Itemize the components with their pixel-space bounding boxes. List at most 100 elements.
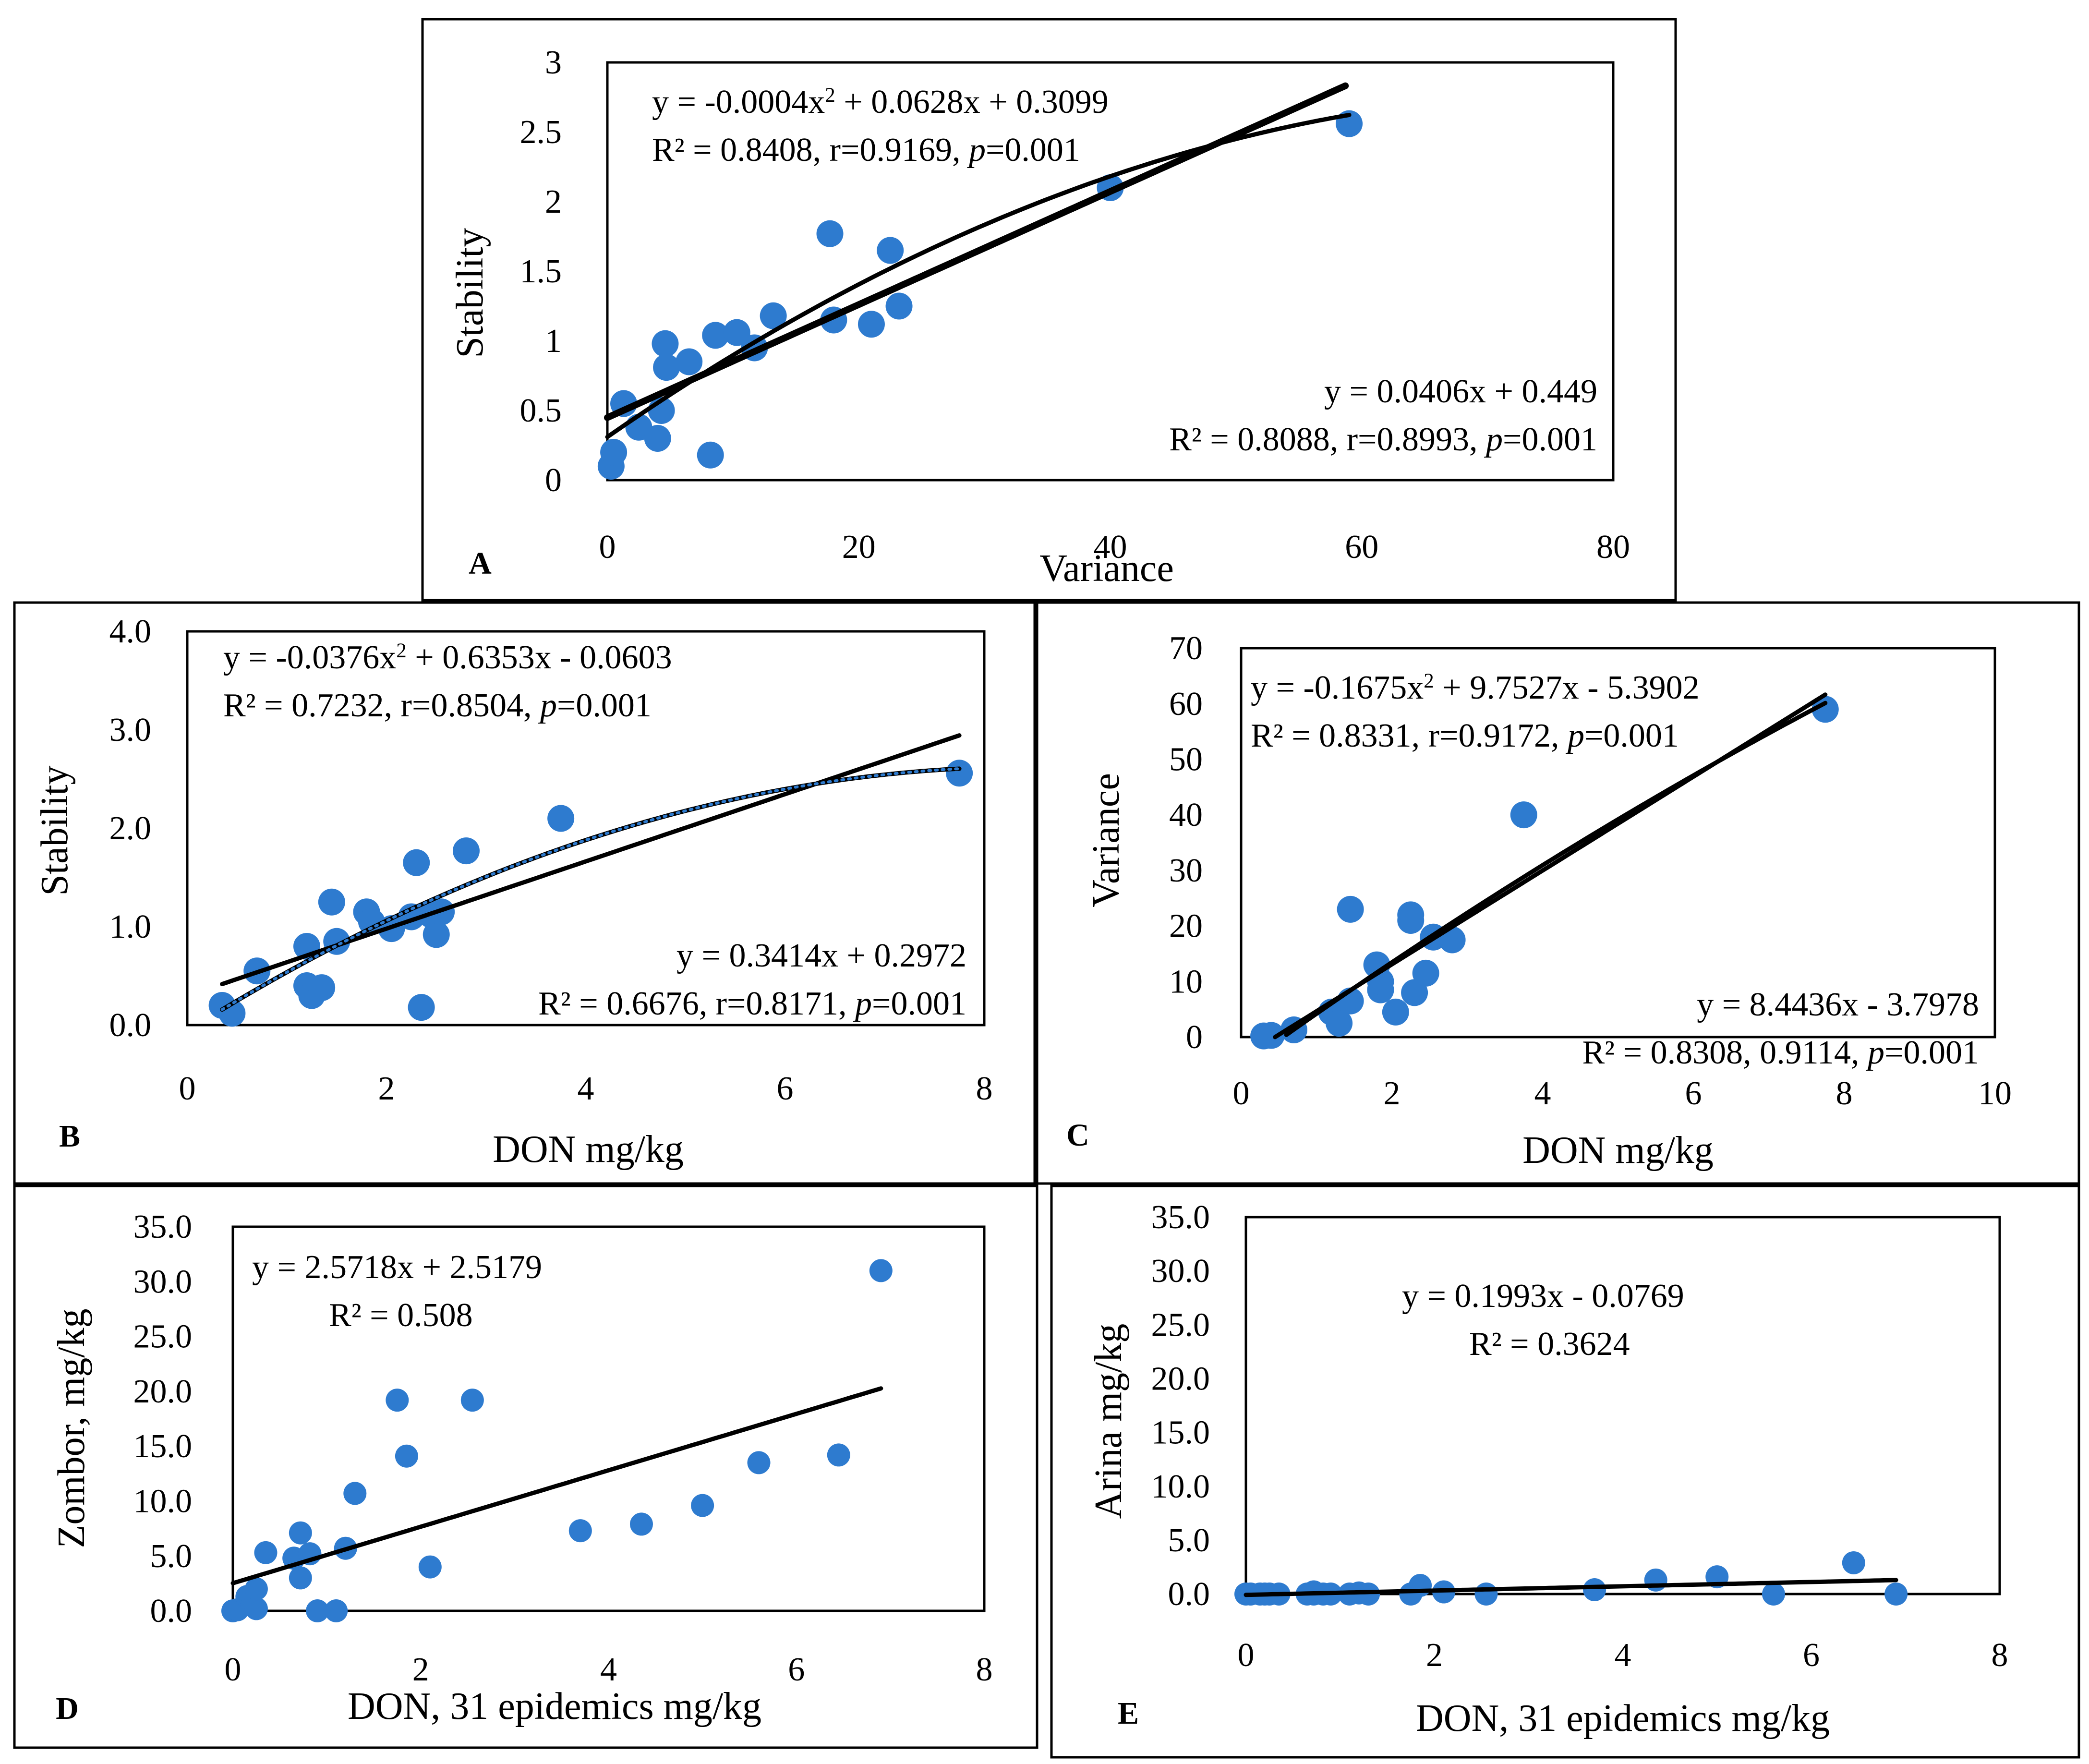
equation-segment: =0.001 — [986, 132, 1080, 169]
y-tick-label: 4.0 — [109, 613, 152, 650]
data-point — [1397, 907, 1425, 934]
y-tick-label: 35.0 — [133, 1208, 193, 1245]
data-point — [386, 1389, 409, 1412]
data-point — [676, 348, 703, 375]
y-tick-label: 10.0 — [1151, 1468, 1210, 1505]
equation-segment: + 0.0628x + 0.3099 — [835, 84, 1109, 121]
y-tick-label: 60 — [1169, 686, 1203, 723]
y-tick-label: 20.0 — [133, 1373, 193, 1410]
equation-segment: R² = 0.8331, r=0.9172, — [1251, 717, 1568, 754]
x-axis-label: DON, 31 epidemics mg/kg — [1416, 1697, 1830, 1740]
y-axis-label: Variance — [1085, 773, 1127, 907]
equation-segment: p — [966, 132, 986, 169]
equation-segment: =0.001 — [1503, 421, 1597, 458]
panel-b: 0.0 1.0 2.0 3.0 4.0 0 2 4 6 8 DON mg/kg Stability By… — [13, 601, 1036, 1185]
data-point — [403, 849, 430, 876]
panel-e: 0.0 5.0 10.0 15.0 20.0 25.0 30.0 35.0 0 2 4 6 8 DON, … — [1050, 1184, 2080, 1759]
equation-segment: R² = 0.8308, 0.9114, — [1582, 1034, 1868, 1071]
data-point — [644, 425, 671, 452]
equation-segment: y = -0.0376x — [223, 639, 396, 676]
poly-trendline-dotted — [220, 767, 961, 1011]
equation-segment: R² = 0.3624 — [1469, 1326, 1630, 1363]
y-tick-label: 30.0 — [133, 1263, 193, 1300]
data-point — [1811, 696, 1839, 723]
x-tick-label: 6 — [1685, 1075, 1702, 1112]
poly-equation: y = -0.1675x2 + 9.7527x - 5.3902 — [1251, 669, 1700, 706]
x-tick-label: 2 — [1384, 1075, 1401, 1112]
x-tick-label: 80 — [1596, 529, 1630, 566]
x-tick-label: 8 — [976, 1651, 993, 1688]
equation-segment: y = 0.0406x + 0.449 — [1324, 373, 1597, 410]
plot-area-border — [186, 630, 986, 1027]
x-tick-label: 8 — [1992, 1637, 2008, 1674]
data-point — [697, 441, 724, 469]
data-point — [1884, 1583, 1908, 1606]
data-point — [1510, 801, 1537, 829]
trend-lines — [1273, 692, 1828, 1039]
panel-frame — [1036, 601, 2080, 1185]
y-tick-label: 40 — [1169, 797, 1203, 834]
x-tick-label: 6 — [1803, 1637, 1820, 1674]
data-point — [1257, 1022, 1285, 1049]
data-point — [869, 1259, 893, 1282]
poly-trendline — [1284, 701, 1828, 1037]
data-point — [885, 292, 913, 320]
poly-equation: R² = 0.7232, r=0.8504, p=0.001 — [223, 687, 652, 724]
data-point — [1762, 1583, 1785, 1606]
data-point — [1644, 1568, 1667, 1592]
x-tick-label: 0 — [1233, 1075, 1250, 1112]
x-tick-label: 0 — [599, 529, 616, 566]
x-tick-label: 0 — [225, 1651, 242, 1688]
equation-segment: 2 — [825, 84, 835, 107]
equation-segment: =0.001 — [1884, 1034, 1979, 1071]
data-point — [946, 760, 973, 787]
equation-segment: y = -0.0004x — [652, 84, 825, 121]
x-tick-label: 4 — [1534, 1075, 1551, 1112]
data-point — [460, 1389, 484, 1412]
y-tick-label: 1 — [545, 323, 562, 360]
data-point — [653, 354, 680, 381]
data-point — [289, 1521, 312, 1545]
x-tick-label: 0 — [1238, 1637, 1255, 1674]
data-point — [408, 994, 435, 1021]
data-point — [395, 1444, 418, 1468]
y-tick-label: 0.0 — [150, 1593, 193, 1630]
data-point — [629, 1512, 653, 1536]
data-point — [600, 439, 628, 466]
equation-segment: R² = 0.8408, r=0.9169, — [652, 132, 969, 169]
x-tick-label: 60 — [1345, 529, 1378, 566]
equation-segment: p — [1865, 1034, 1884, 1071]
data-point — [1401, 979, 1428, 1006]
plot-area-border — [231, 1225, 986, 1612]
panel-c: 0 10 20 30 40 50 60 70 0 2 4 6 8 10 DON mg/kg Variance C… — [1036, 601, 2080, 1185]
x-tick-label: 2 — [378, 1070, 395, 1107]
data-point — [254, 1541, 278, 1564]
data-point — [857, 311, 885, 338]
panel-frame — [13, 601, 1036, 1185]
data-point — [702, 322, 729, 349]
trendline-equations: y = -0.1675x2 + 9.7527x - 5.3902 R² = 0.8… — [1251, 669, 1979, 1071]
x-tick-label: 4 — [1615, 1637, 1631, 1674]
linear-equation: R² = 0.8308, 0.9114, p=0.001 — [1582, 1034, 1979, 1071]
trend-lines — [1244, 1578, 1898, 1597]
x-tick-label: 4 — [578, 1070, 594, 1107]
linear-equation: y = 0.1993x - 0.0769 — [1402, 1278, 1684, 1315]
equation-segment: y = 2.5718x + 2.5179 — [252, 1249, 542, 1286]
panel-label: A — [469, 546, 492, 581]
equation-segment: =0.001 — [872, 985, 966, 1022]
y-tick-label: 2.5 — [520, 114, 562, 151]
poly-equation: R² = 0.8331, r=0.9172, p=0.001 — [1251, 717, 1679, 754]
panel-label: D — [56, 1691, 79, 1726]
y-tick-label: 15.0 — [1151, 1414, 1210, 1451]
data-point — [816, 220, 844, 247]
equation-segment: y = 0.1993x - 0.0769 — [1402, 1278, 1684, 1315]
x-tick-label: 10 — [1978, 1075, 2012, 1112]
linear-equation: y = 2.5718x + 2.5179 — [252, 1249, 542, 1286]
trendline-equations: y = -0.0376x2 + 0.6353x - 0.0603 R² = 0.7… — [223, 639, 966, 1022]
y-tick-label: 25.0 — [1151, 1306, 1210, 1343]
equation-segment: y = -0.1675x — [1251, 669, 1424, 706]
panel-frame — [1050, 1184, 2080, 1759]
y-axis-label: Arina mg/kg — [1087, 1324, 1130, 1519]
data-point — [1474, 1583, 1498, 1606]
